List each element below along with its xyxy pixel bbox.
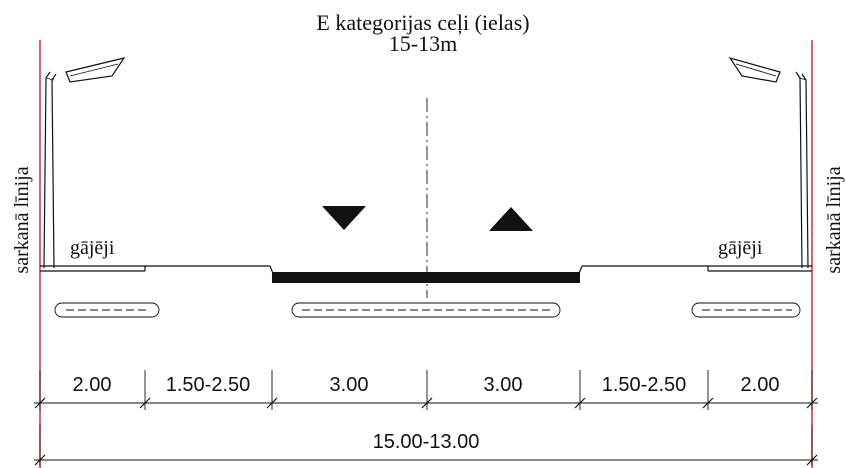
red-line-label-right: sarkanā līnija <box>823 166 845 273</box>
lane-arrow-down-icon <box>322 206 366 230</box>
street-lamp-right <box>728 56 809 269</box>
dim-segment-4: 3.00 <box>484 374 523 396</box>
red-line-label-left: sarkanā līnija <box>11 166 33 273</box>
dim-segment-1: 2.00 <box>73 374 112 396</box>
dim-total: 15.00-13.00 <box>373 431 480 453</box>
dim-segment-5: 1.50-2.50 <box>602 374 687 396</box>
carriageway <box>272 272 580 283</box>
utility-left <box>54 302 160 318</box>
sidewalk-right <box>707 265 812 272</box>
dimension-total <box>34 425 818 466</box>
sidewalk-left <box>40 265 146 272</box>
curb-right <box>577 265 583 277</box>
dim-segment-6: 2.00 <box>741 374 780 396</box>
utility-right <box>691 302 801 318</box>
dimension-chain <box>34 370 818 410</box>
title-line-1: E kategorijas ceļi (ielas) <box>316 10 529 35</box>
pedestrian-label-right: gājēji <box>718 237 763 259</box>
street-lamp-left <box>43 57 126 269</box>
lane-arrow-up-icon <box>489 207 533 231</box>
pedestrian-label-left: gājēji <box>70 237 115 259</box>
utility-center <box>291 302 561 318</box>
dim-segment-3: 3.00 <box>330 374 369 396</box>
title-line-2: 15-13m <box>389 31 457 56</box>
dim-segment-2: 1.50-2.50 <box>166 374 251 396</box>
